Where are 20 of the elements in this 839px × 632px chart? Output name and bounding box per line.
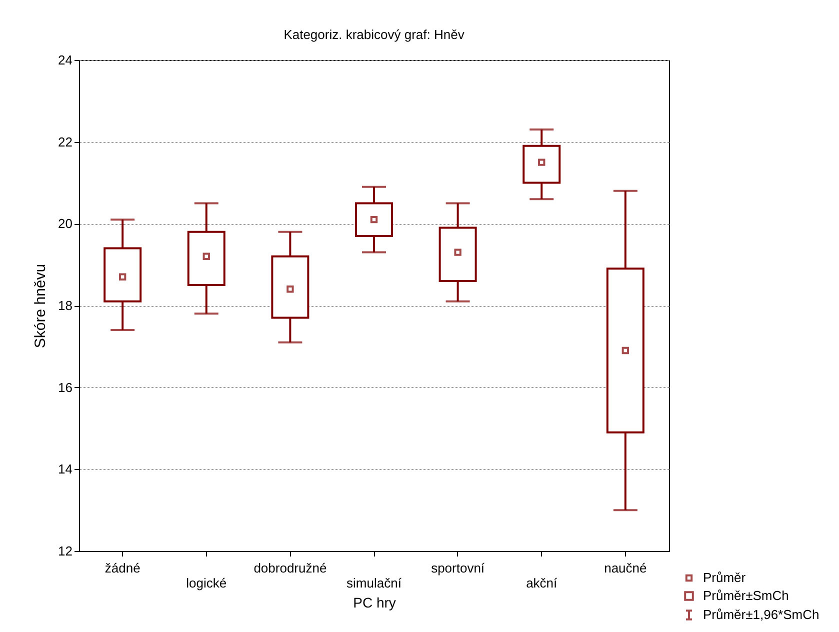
y-tick-label: 16	[58, 380, 72, 395]
x-tick-label: akční	[526, 576, 558, 590]
x-tick-label: simulační	[346, 576, 402, 590]
x-axis-title: PC hry	[353, 594, 396, 610]
x-tick-label: logické	[186, 576, 227, 590]
y-tick-label: 24	[58, 52, 72, 68]
text: Průměr	[703, 570, 746, 585]
y-tick-label: 22	[58, 134, 72, 150]
x-tick-label: žádné	[104, 560, 140, 576]
chart-title: Kategoriz. krabicový graf: Hněv	[284, 27, 465, 42]
y-tick-label: 12	[58, 544, 72, 558]
x-tick-label: dobrodružné	[254, 560, 327, 576]
y-tick-label: 18	[58, 298, 72, 313]
x-tick-label: naučné	[604, 560, 647, 576]
x-tick-label: sportovní	[431, 560, 485, 576]
text: Průměr±1,96*SmCh	[703, 607, 820, 622]
y-tick-label: 14	[58, 462, 72, 477]
y-tick-label: 20	[58, 216, 72, 232]
text: Průměr±SmCh	[703, 588, 789, 603]
y-axis-title: Skóre hněvu	[32, 264, 50, 348]
